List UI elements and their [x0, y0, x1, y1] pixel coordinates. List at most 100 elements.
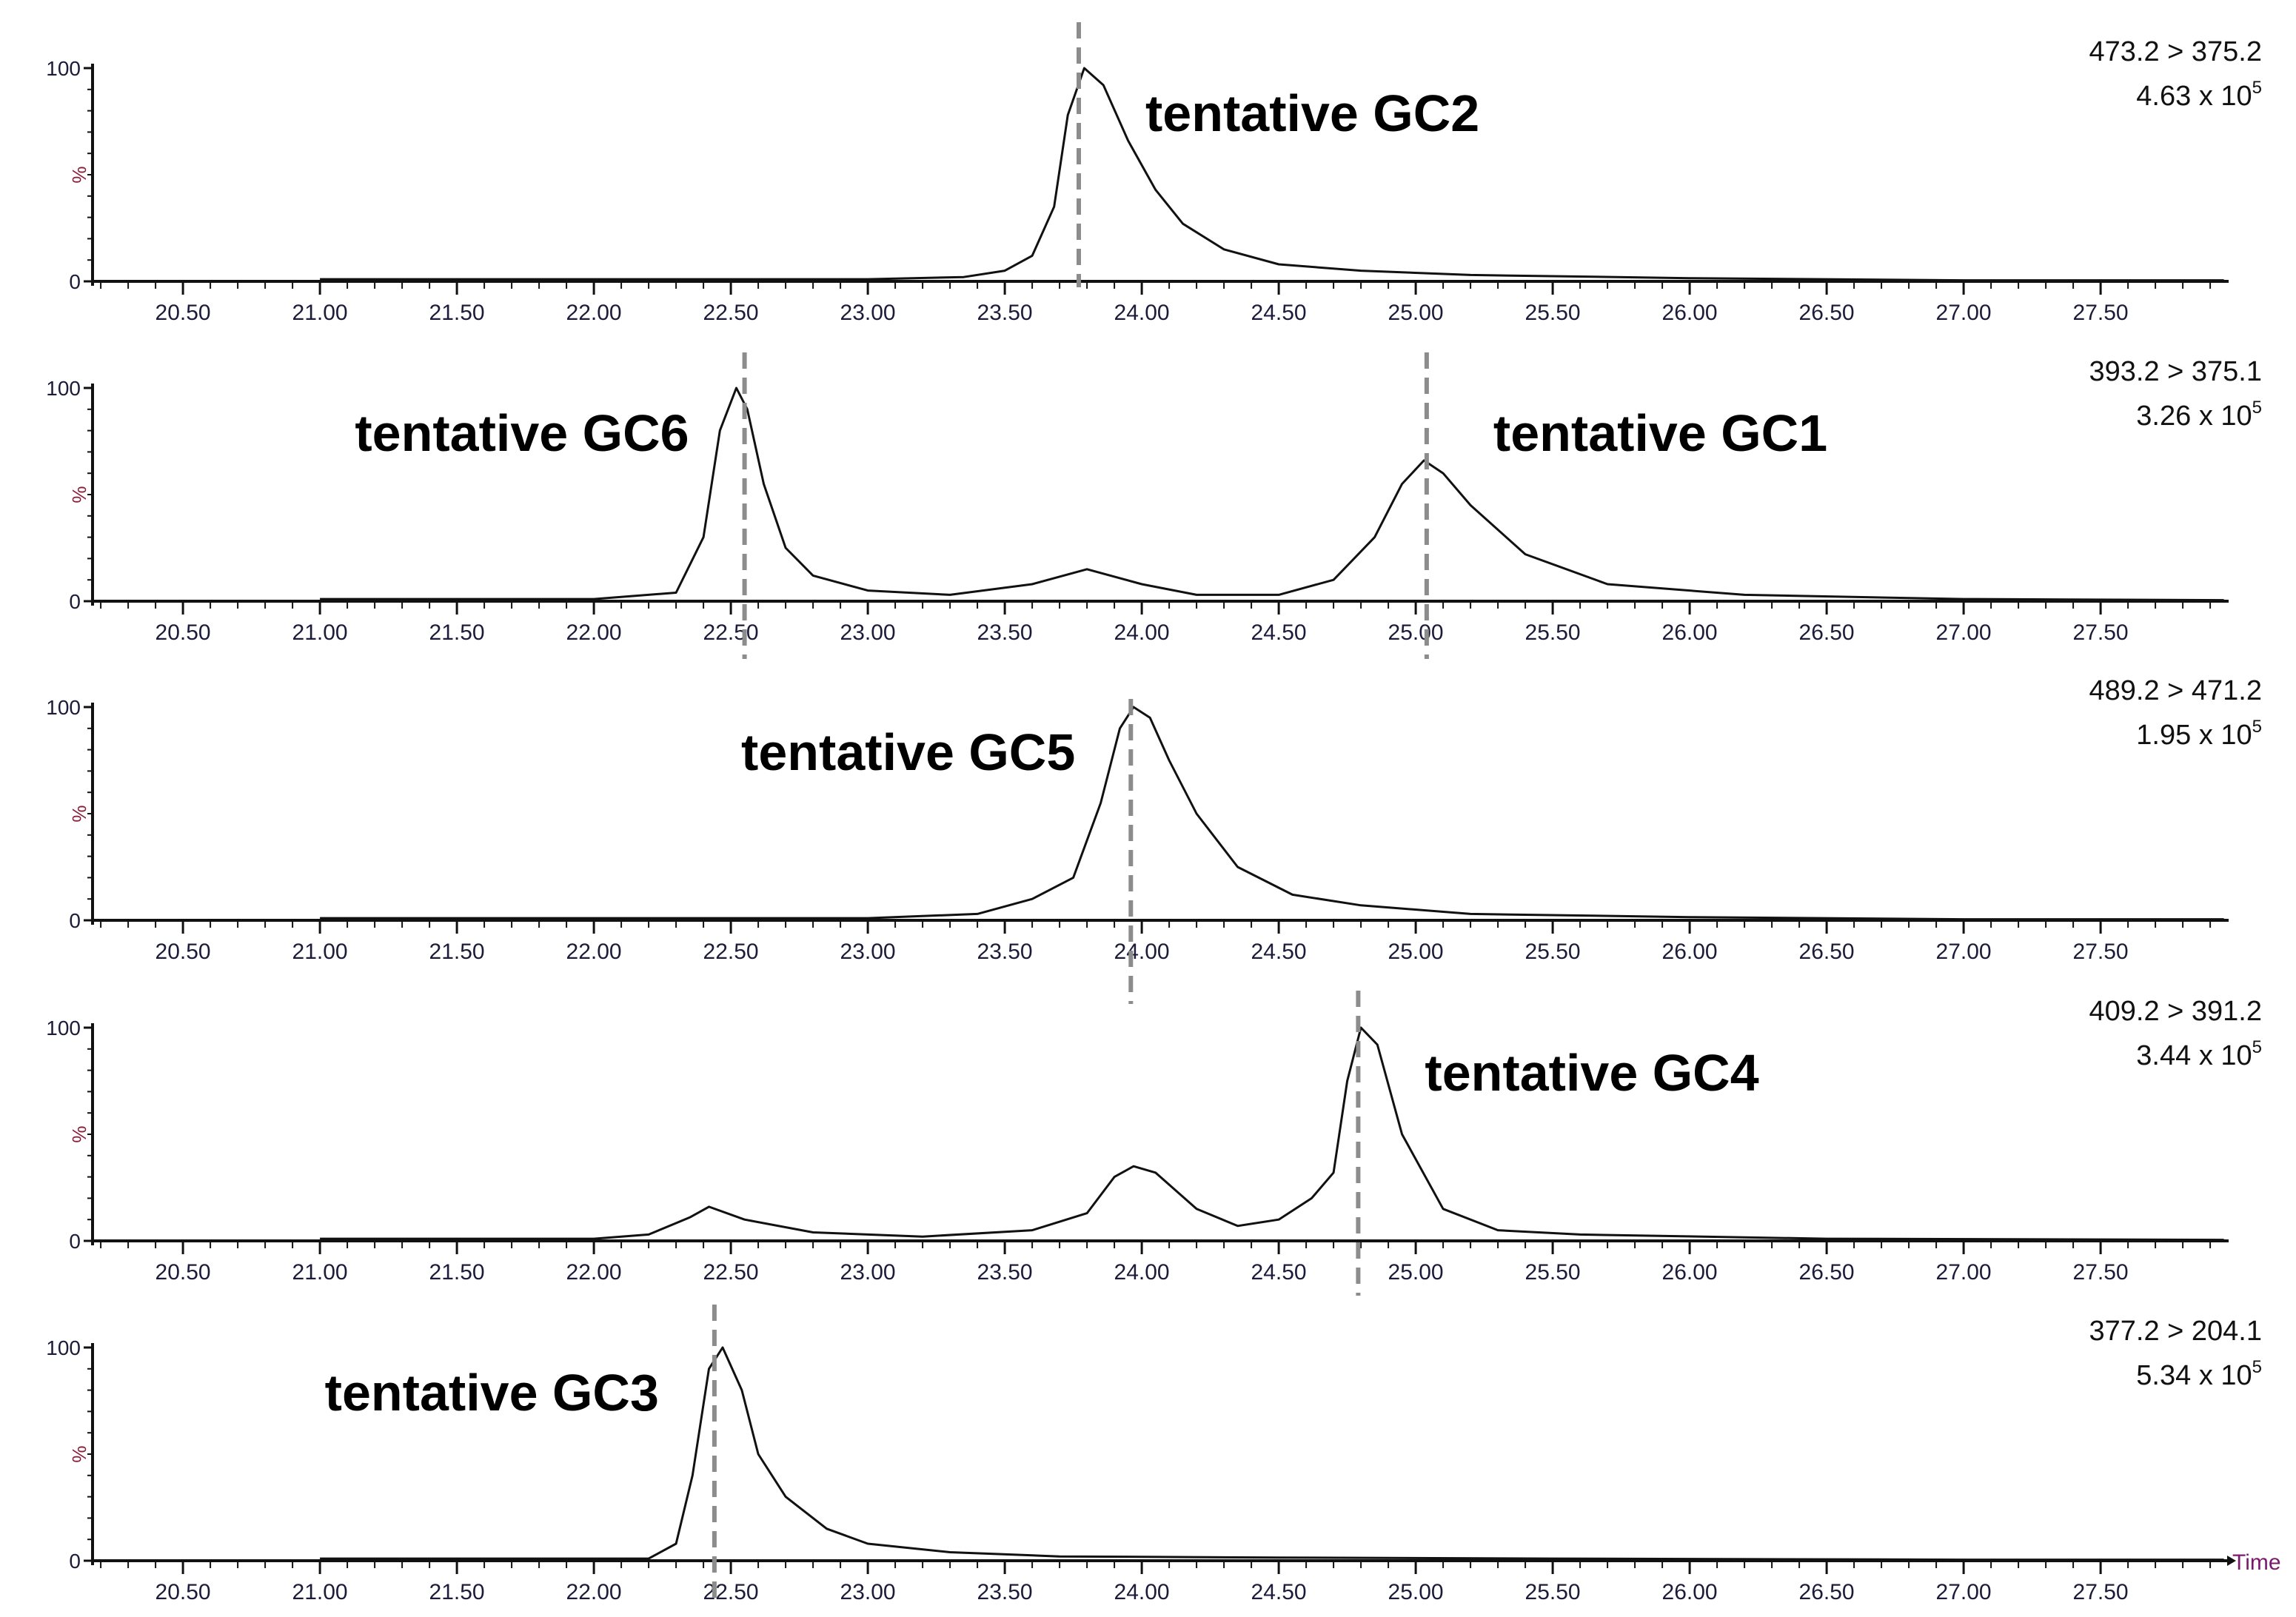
peak-annotation: tentative GC1: [1493, 404, 1827, 462]
x-tick-label: 24.50: [1251, 940, 1307, 964]
x-tick-label: 22.00: [566, 620, 622, 645]
x-tick-label: 22.50: [703, 1260, 759, 1285]
intensity-mantissa: 3.44 x 10: [2136, 1040, 2252, 1071]
x-tick-label: 21.00: [292, 1260, 348, 1285]
x-axis-time-label: Time: [2232, 1550, 2281, 1575]
x-tick-label: 26.50: [1799, 1580, 1855, 1604]
chromatogram-trace: [320, 386, 2224, 602]
x-tick-label: 24.50: [1251, 620, 1307, 645]
x-tick-label: 24.50: [1251, 1580, 1307, 1604]
x-tick-label: 26.50: [1799, 940, 1855, 964]
x-tick-label: 23.50: [977, 1260, 1033, 1285]
x-tick-label: 22.00: [566, 1580, 622, 1604]
mrm-transition: 489.2 > 471.2: [2089, 675, 2263, 706]
peak-annotation: tentative GC2: [1145, 84, 1479, 142]
y-tick-label: 100: [46, 696, 81, 719]
x-tick-label: 22.00: [566, 940, 622, 964]
x-tick-label: 22.50: [703, 301, 759, 325]
x-tick-label: 25.00: [1388, 301, 1444, 325]
x-tick-label: 21.50: [429, 940, 485, 964]
x-tick-label: 20.50: [155, 1580, 211, 1604]
mrm-transition: 409.2 > 391.2: [2089, 996, 2263, 1027]
x-tick-label: 27.00: [1936, 940, 1992, 964]
mrm-transition: 377.2 > 204.1: [2089, 1316, 2263, 1347]
intensity-mantissa: 3.26 x 10: [2136, 401, 2252, 432]
x-tick-label: 27.00: [1936, 1580, 1992, 1604]
intensity-exponent: 5: [2252, 398, 2262, 418]
chromatogram-panel-3: 20.50 21.00 21.50 22.00 22.50 23.00 23.50 24.00…: [46, 675, 2262, 1004]
x-tick-label: 26.00: [1662, 940, 1718, 964]
y-tick-label: 0: [69, 270, 81, 293]
x-tick-label: 25.00: [1388, 940, 1444, 964]
x-tick-label: 23.00: [840, 940, 896, 964]
x-tick-label: 25.00: [1388, 1580, 1444, 1604]
chromatogram-panel-5: 20.50 21.00 21.50 22.00 22.50 23.00 23.50 24.00…: [46, 1305, 2281, 1607]
x-tick-label: 25.50: [1525, 1580, 1581, 1604]
x-tick-label: 25.50: [1525, 301, 1581, 325]
chromatogram-trace: [320, 1026, 2224, 1242]
x-tick-label: 23.00: [840, 620, 896, 645]
x-tick-label: 23.50: [977, 1580, 1033, 1604]
chromatogram-panel-4: 20.50 21.00 21.50 22.00 22.50 23.00 23.50 24.00…: [46, 991, 2262, 1296]
x-tick-label: 26.00: [1662, 301, 1718, 325]
chromatogram-panel-2: 20.50 21.00 21.50 22.00 22.50 23.00 23.50 24.00…: [46, 352, 2262, 659]
y-tick-label: 0: [69, 1230, 81, 1253]
x-tick-label: 26.50: [1799, 1260, 1855, 1285]
x-tick-label: 26.50: [1799, 620, 1855, 645]
chromatogram-trace: [320, 67, 2224, 282]
y-axis-percent-label: %: [68, 1445, 90, 1462]
x-tick-label: 24.00: [1114, 1260, 1170, 1285]
peak-annotation: tentative GC6: [355, 404, 689, 462]
y-axis-percent-label: %: [68, 1125, 90, 1142]
x-tick-label: 22.50: [703, 940, 759, 964]
x-tick-label: 27.50: [2073, 301, 2129, 325]
x-tick-label: 21.00: [292, 1580, 348, 1604]
base-peak-intensity: 1.95 x 105: [2136, 717, 2262, 751]
intensity-mantissa: 4.63 x 10: [2136, 81, 2252, 112]
x-tick-label: 23.50: [977, 940, 1033, 964]
y-axis-percent-label: %: [68, 166, 90, 183]
y-tick-label: 100: [46, 1336, 81, 1359]
x-axis-arrow-icon: [2227, 1556, 2236, 1566]
x-tick-label: 23.50: [977, 301, 1033, 325]
x-tick-label: 27.50: [2073, 620, 2129, 645]
peak-annotation: tentative GC3: [325, 1364, 659, 1422]
base-peak-intensity: 3.44 x 105: [2136, 1037, 2262, 1071]
x-tick-label: 21.50: [429, 620, 485, 645]
base-peak-intensity: 3.26 x 105: [2136, 398, 2262, 432]
x-tick-label: 25.50: [1525, 940, 1581, 964]
x-tick-label: 27.50: [2073, 1260, 2129, 1285]
x-tick-label: 27.00: [1936, 620, 1992, 645]
x-tick-label: 24.50: [1251, 1260, 1307, 1285]
x-tick-label: 23.00: [840, 1580, 896, 1604]
y-tick-label: 0: [69, 590, 81, 613]
x-tick-label: 27.00: [1936, 301, 1992, 325]
intensity-exponent: 5: [2252, 1037, 2262, 1057]
x-tick-label: 24.00: [1114, 1580, 1170, 1604]
x-tick-label: 26.00: [1662, 620, 1718, 645]
x-tick-label: 26.00: [1662, 1260, 1718, 1285]
intensity-exponent: 5: [2252, 1357, 2262, 1377]
x-tick-label: 22.00: [566, 301, 622, 325]
x-tick-label: 21.00: [292, 940, 348, 964]
intensity-mantissa: 5.34 x 10: [2136, 1360, 2252, 1391]
chromatogram-trace: [320, 706, 2224, 921]
y-axis-percent-label: %: [68, 486, 90, 503]
mrm-transition: 473.2 > 375.2: [2089, 36, 2263, 67]
x-tick-label: 22.50: [703, 620, 759, 645]
x-tick-label: 25.00: [1388, 620, 1444, 645]
y-tick-label: 100: [46, 377, 81, 400]
x-tick-label: 21.00: [292, 620, 348, 645]
intensity-exponent: 5: [2252, 717, 2262, 737]
chromatogram-panel-1: 20.50 21.00 21.50 22.00 22.50 23.00 23.50 24.00…: [46, 22, 2262, 325]
x-tick-label: 27.50: [2073, 940, 2129, 964]
x-tick-label: 22.50: [703, 1580, 759, 1604]
x-tick-label: 23.50: [977, 620, 1033, 645]
x-tick-label: 20.50: [155, 1260, 211, 1285]
x-tick-label: 23.00: [840, 1260, 896, 1285]
x-tick-label: 25.50: [1525, 620, 1581, 645]
x-tick-label: 24.00: [1114, 620, 1170, 645]
x-tick-label: 27.50: [2073, 1580, 2129, 1604]
y-axis-percent-label: %: [68, 805, 90, 822]
y-tick-label: 0: [69, 909, 81, 932]
